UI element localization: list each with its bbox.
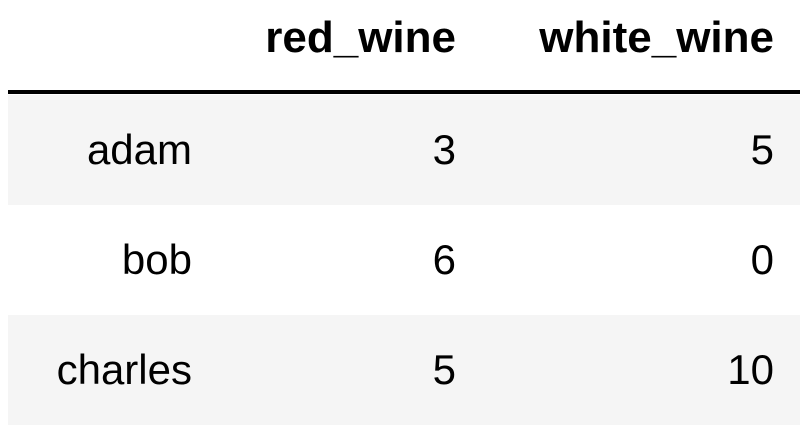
row-index-label: bob (121, 236, 192, 283)
column-header-white-wine: white_wine (539, 13, 774, 62)
header-divider (8, 90, 800, 94)
row-index-label: charles (56, 346, 192, 393)
table-header-row: red_wine white_wine (0, 0, 800, 92)
cell-white-wine: 5 (750, 126, 774, 173)
table-row: adam 3 5 (8, 95, 800, 205)
row-index-label: adam (86, 126, 192, 173)
cell-red-wine: 5 (432, 346, 456, 393)
cell-red-wine: 3 (432, 126, 456, 173)
table-row: bob 6 0 (8, 205, 800, 315)
cell-white-wine: 0 (750, 236, 774, 283)
column-header-red-wine: red_wine (265, 13, 456, 62)
cell-red-wine: 6 (432, 236, 456, 283)
cell-white-wine: 10 (727, 346, 774, 393)
table-row: charles 5 10 (8, 315, 800, 425)
